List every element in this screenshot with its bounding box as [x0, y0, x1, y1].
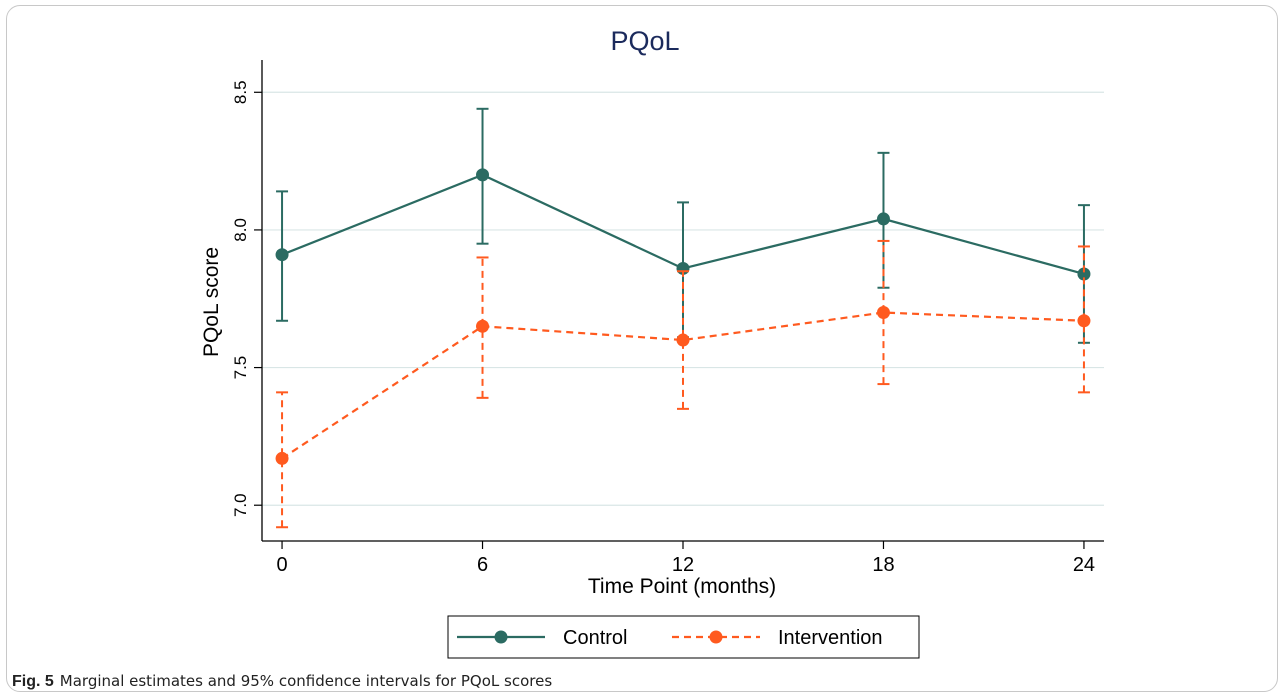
figure-caption-text: Marginal estimates and 95% confidence in…: [60, 672, 552, 690]
y-tick-label: 7.5: [231, 356, 250, 380]
y-tick-label: 8.0: [231, 218, 250, 242]
figure-caption: Fig. 5 Marginal estimates and 95% confide…: [12, 672, 552, 691]
chart-title: PQoL: [610, 26, 679, 56]
legend-marker-control: [495, 631, 508, 644]
x-tick-label: 0: [276, 554, 287, 576]
y-tick-label: 8.5: [231, 80, 250, 104]
data-point: [276, 248, 289, 261]
legend: Control Intervention: [448, 616, 919, 658]
x-tick-label: 12: [672, 554, 694, 576]
data-point: [1077, 314, 1090, 327]
y-axis-label: PQoL score: [200, 247, 223, 357]
legend-label-intervention: Intervention: [778, 627, 883, 649]
data-point: [677, 334, 690, 347]
data-point: [476, 320, 489, 333]
x-tick-label: 24: [1073, 554, 1095, 576]
x-tick-label: 6: [477, 554, 488, 576]
series-layer: [276, 109, 1091, 527]
legend-label-control: Control: [563, 627, 627, 649]
data-point: [476, 168, 489, 181]
legend-marker-intervention: [710, 631, 723, 644]
figure-label: Fig. 5: [12, 673, 54, 690]
data-point: [276, 452, 289, 465]
series-intervention: [276, 241, 1091, 527]
data-point: [877, 212, 890, 225]
x-axis-label: Time Point (months): [588, 575, 776, 598]
axes: 7.0 7.5 8.0 8.5 0 6 12 18 24: [231, 60, 1104, 576]
y-tick-label: 7.0: [231, 493, 250, 517]
data-point: [877, 306, 890, 319]
x-tick-label: 18: [872, 554, 894, 576]
